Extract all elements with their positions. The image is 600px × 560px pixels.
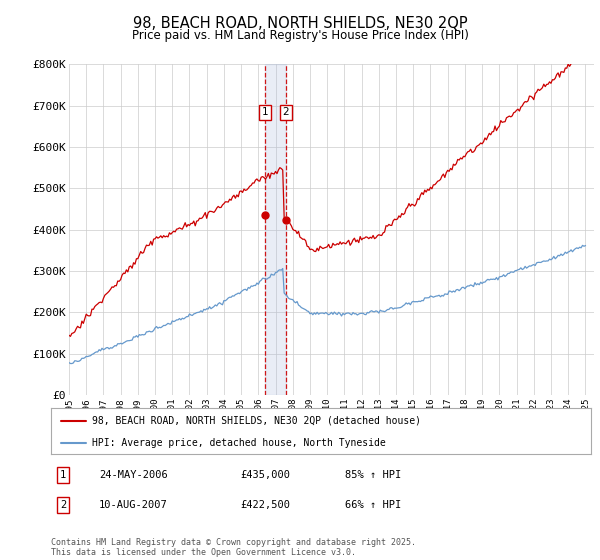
Text: 2: 2 [60, 500, 66, 510]
Bar [265, 64, 286, 395]
Text: 1: 1 [262, 108, 268, 117]
Text: £435,000: £435,000 [240, 470, 290, 480]
Text: 98, BEACH ROAD, NORTH SHIELDS, NE30 2QP (detached house): 98, BEACH ROAD, NORTH SHIELDS, NE30 2QP … [91, 416, 421, 426]
Text: 10-AUG-2007: 10-AUG-2007 [99, 500, 168, 510]
Text: £422,500: £422,500 [240, 500, 290, 510]
Text: 66% ↑ HPI: 66% ↑ HPI [345, 500, 401, 510]
Text: 85% ↑ HPI: 85% ↑ HPI [345, 470, 401, 480]
Text: HPI: Average price, detached house, North Tyneside: HPI: Average price, detached house, Nort… [91, 437, 385, 447]
Text: 2: 2 [283, 108, 289, 117]
Text: 98, BEACH ROAD, NORTH SHIELDS, NE30 2QP: 98, BEACH ROAD, NORTH SHIELDS, NE30 2QP [133, 16, 467, 31]
Text: 24-MAY-2006: 24-MAY-2006 [99, 470, 168, 480]
Text: 1: 1 [60, 470, 66, 480]
Text: Contains HM Land Registry data © Crown copyright and database right 2025.
This d: Contains HM Land Registry data © Crown c… [51, 538, 416, 557]
Text: Price paid vs. HM Land Registry's House Price Index (HPI): Price paid vs. HM Land Registry's House … [131, 29, 469, 42]
